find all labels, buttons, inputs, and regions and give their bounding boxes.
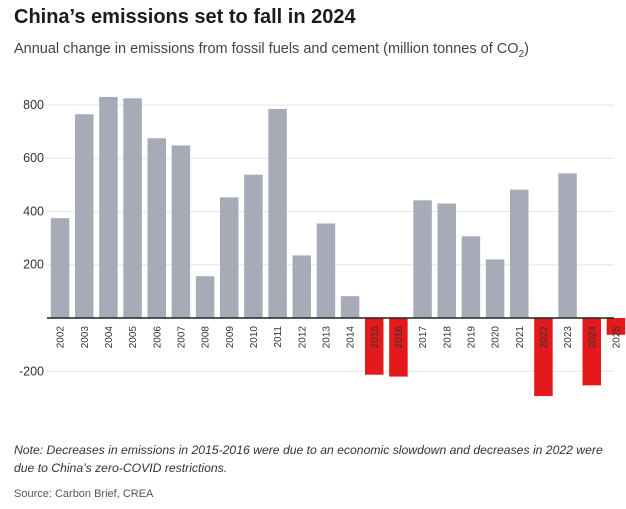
x-tick-label: 2025 xyxy=(611,326,622,349)
subtitle-text: Annual change in emissions from fossil f… xyxy=(14,41,519,57)
x-tick-label: 2020 xyxy=(491,326,502,349)
x-tick-label: 2015 xyxy=(370,326,381,349)
chart-source: Source: Carbon Brief, CREA xyxy=(14,488,154,500)
x-tick-label: 2010 xyxy=(249,326,260,349)
x-tick-label: 2016 xyxy=(394,326,405,349)
x-tick-label: 2024 xyxy=(587,326,598,349)
x-tick-label: 2013 xyxy=(321,326,332,349)
subtitle-subscript: 2 xyxy=(518,48,525,60)
x-tick-label: 2012 xyxy=(297,326,308,349)
x-tick-label: 2008 xyxy=(201,326,212,349)
x-tick-label: 2003 xyxy=(80,326,91,349)
x-tick-label: 2023 xyxy=(563,326,574,349)
bar xyxy=(220,197,239,318)
bar xyxy=(461,236,481,318)
subtitle-suffix: ) xyxy=(524,41,529,57)
bar xyxy=(123,98,142,319)
bar xyxy=(147,138,166,318)
x-tick-label: 2019 xyxy=(466,326,477,349)
bar xyxy=(75,114,94,318)
y-tick-label: 800 xyxy=(23,98,44,112)
bar xyxy=(437,203,456,318)
y-tick-label: 200 xyxy=(23,258,44,272)
y-tick-label: 400 xyxy=(23,204,44,218)
x-tick-label: 2005 xyxy=(128,326,139,349)
x-tick-label: 2017 xyxy=(418,326,429,349)
x-tick-label: 2022 xyxy=(539,326,550,349)
x-tick-label: 2021 xyxy=(515,326,526,349)
bar xyxy=(582,318,601,386)
bar xyxy=(413,200,432,318)
x-tick-label: 2007 xyxy=(176,326,187,349)
bar xyxy=(340,296,360,318)
bar xyxy=(558,173,577,318)
chart-subtitle: Annual change in emissions from fossil f… xyxy=(14,41,529,60)
bar xyxy=(292,255,311,318)
bar xyxy=(606,318,626,335)
bar xyxy=(510,189,529,318)
bar xyxy=(244,174,263,318)
y-tick-label: -200 xyxy=(19,364,44,378)
bar xyxy=(485,259,505,318)
bar xyxy=(268,108,287,318)
x-tick-label: 2004 xyxy=(104,326,115,349)
x-tick-label: 2006 xyxy=(152,326,163,349)
x-tick-label: 2009 xyxy=(225,326,236,349)
x-tick-label: 2018 xyxy=(442,326,453,349)
x-tick-label: 2002 xyxy=(56,326,67,349)
x-tick-label: 2011 xyxy=(273,326,284,348)
y-tick-label: 600 xyxy=(23,151,44,165)
bar xyxy=(316,223,336,318)
bar xyxy=(534,318,553,397)
bar xyxy=(389,318,408,377)
chart-note: Note: Decreases in emissions in 2015-201… xyxy=(14,443,603,475)
bar xyxy=(171,145,191,318)
x-tick-label: 2014 xyxy=(346,326,357,349)
chart-title: China’s emissions set to fall in 2024 xyxy=(14,6,356,28)
bar xyxy=(50,218,70,318)
bar xyxy=(195,276,215,318)
bar xyxy=(99,96,118,318)
bar xyxy=(365,318,384,375)
